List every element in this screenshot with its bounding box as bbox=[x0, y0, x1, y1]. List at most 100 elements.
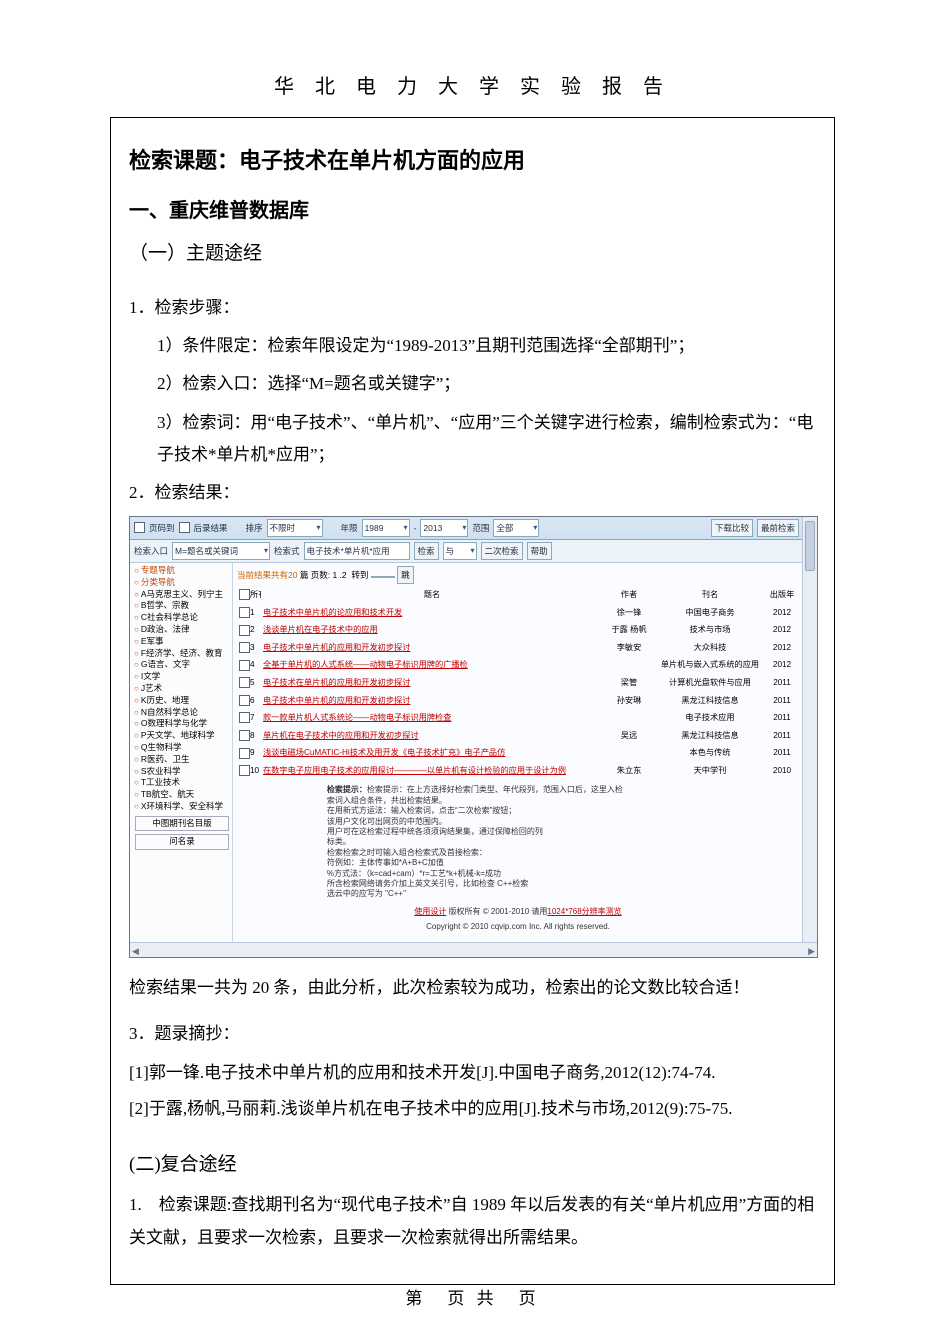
row-title[interactable]: 电子技术中单片机的应用和开发初步探讨 bbox=[261, 692, 603, 710]
entry-label: 检索入口 bbox=[134, 543, 168, 559]
scrollbar-vertical[interactable] bbox=[802, 517, 817, 942]
abstract-title: 3．题录摘抄： bbox=[129, 1018, 816, 1050]
row-title[interactable]: 单片机在电子技术中的应用和开发初步探讨 bbox=[261, 727, 603, 745]
step-1: 1）条件限定：检索年限设定为“1989-2013”且期刊范围选择“全部期刊”； bbox=[129, 330, 816, 362]
row-check[interactable]: 1 bbox=[237, 604, 261, 622]
row-check[interactable]: 5 bbox=[237, 674, 261, 692]
sidebar-box[interactable]: 中图期刊名目版 bbox=[135, 816, 229, 831]
scope-select[interactable]: 全部 bbox=[493, 519, 539, 537]
row-year: 2011 bbox=[765, 727, 799, 745]
scrollbar-horizontal[interactable] bbox=[130, 942, 817, 957]
toolbar-row-2: 检索入口 M=题名或关键词 检索式 电子技术*单片机*应用 检索 与 二次检索 … bbox=[130, 540, 803, 563]
row-year: 2011 bbox=[765, 744, 799, 762]
checkbox-icon[interactable] bbox=[134, 522, 145, 533]
secondary-search-button[interactable]: 二次检索 bbox=[481, 542, 523, 560]
logic-select[interactable]: 与 bbox=[443, 542, 477, 560]
toolbar-label: 后录结果 bbox=[194, 520, 228, 536]
sidebar-item[interactable]: X环境科学、安全科学 bbox=[134, 801, 230, 813]
row-journal: 单片机与嵌入式系统的应用 bbox=[655, 656, 765, 674]
sidebar-item[interactable]: R医药、卫生 bbox=[134, 754, 230, 766]
table-row: 1电子技术中单片机的论应用和技术开发徐一锋中国电子商务2012 bbox=[237, 604, 799, 622]
checkbox-icon[interactable] bbox=[179, 522, 190, 533]
entry-select[interactable]: M=题名或关键词 bbox=[172, 542, 270, 560]
row-title[interactable]: 全基于单片机的人式系统——动物电子标识用牌的广播检 bbox=[261, 656, 603, 674]
result-summary: 检索结果一共为 20 条，由此分析，此次检索较为成功，检索出的论文数比较合适！ bbox=[129, 972, 816, 1004]
sidebar-item[interactable]: F经济学、经济、教育 bbox=[134, 648, 230, 660]
results-area: 当前结果共有20 篇 页数: 1 .2 转到 跳 所有 题名 作者 bbox=[233, 563, 803, 942]
screenshot-footer: 使用设计 版权所有 © 2001-2010 请用1024*768分辨率测览 Co… bbox=[237, 904, 799, 934]
sidebar-item[interactable]: 专题导航 bbox=[134, 565, 230, 577]
expr-input[interactable]: 电子技术*单片机*应用 bbox=[304, 542, 410, 560]
section-heading: 一、重庆维普数据库 bbox=[129, 192, 816, 230]
row-check[interactable]: 3 bbox=[237, 639, 261, 657]
goto-input[interactable] bbox=[371, 576, 395, 578]
row-title[interactable]: 电子技术中单片机的论应用和技术开发 bbox=[261, 604, 603, 622]
col-journal: 刊名 bbox=[655, 586, 765, 604]
row-check[interactable]: 8 bbox=[237, 727, 261, 745]
row-title[interactable]: 浅谈电磁场CuMATIC-Hi技术及用开发《电子技术扩充》电子产品仿 bbox=[261, 744, 603, 762]
sidebar-item[interactable]: K历史、地理 bbox=[134, 695, 230, 707]
row-check[interactable]: 4 bbox=[237, 656, 261, 674]
sidebar-item[interactable]: E军事 bbox=[134, 636, 230, 648]
search-button[interactable]: 检索 bbox=[414, 542, 439, 560]
topic-title: 检索课题：电子技术在单片机方面的应用 bbox=[129, 140, 816, 182]
screenshot-body: 专题导航分类导航A马克思主义、列宁主B哲学、宗教C社会科学总论D政治、法律E军事… bbox=[130, 563, 803, 942]
row-author bbox=[603, 744, 655, 762]
compound-text: 1. 检索课题:查找期刊名为“现代电子技术”自 1989 年以后发表的有关“单片… bbox=[129, 1189, 816, 1254]
reset-button[interactable]: 最前检索 bbox=[757, 519, 799, 537]
results-title: 2．检索结果： bbox=[129, 477, 816, 509]
sidebar-item[interactable]: C社会科学总论 bbox=[134, 612, 230, 624]
checkbox-icon[interactable] bbox=[239, 589, 250, 600]
row-title[interactable]: 浅谈单片机在电子技术中的应用 bbox=[261, 621, 603, 639]
sidebar-item[interactable]: S农业科学 bbox=[134, 766, 230, 778]
footer-link[interactable]: 使用设计 bbox=[414, 907, 446, 916]
row-title[interactable]: 电子技术在单片机的应用和开发初步探讨 bbox=[261, 674, 603, 692]
sidebar-item[interactable]: D政治、法律 bbox=[134, 624, 230, 636]
row-journal: 本色与传统 bbox=[655, 744, 765, 762]
row-journal: 计算机光盘软件与应用 bbox=[655, 674, 765, 692]
row-author: 于露 杨帆 bbox=[603, 621, 655, 639]
reference-1: [1]郭一锋.电子技术中单片机的应用和技术开发[J].中国电子商务,2012(1… bbox=[129, 1057, 816, 1089]
table-row: 6电子技术中单片机的应用和开发初步探讨孙安琳黑龙江科技信息2011 bbox=[237, 692, 799, 710]
sidebar-box[interactable]: 问名录 bbox=[135, 834, 229, 849]
row-title[interactable]: 电子技术中单片机的应用和开发初步探讨 bbox=[261, 639, 603, 657]
row-check[interactable]: 7 bbox=[237, 709, 261, 727]
download-button[interactable]: 下载比较 bbox=[711, 519, 753, 537]
row-journal: 中国电子商务 bbox=[655, 604, 765, 622]
row-check[interactable]: 2 bbox=[237, 621, 261, 639]
row-title[interactable]: 款一款单片机人式系统论——动物电子标识用牌检查 bbox=[261, 709, 603, 727]
row-check[interactable]: 10 bbox=[237, 762, 261, 780]
sidebar-item[interactable]: P天文学、地球科学 bbox=[134, 730, 230, 742]
year-to-select[interactable]: 2013 bbox=[420, 519, 468, 537]
sidebar-item[interactable]: N自然科学总论 bbox=[134, 707, 230, 719]
scope-label: 范围 bbox=[472, 520, 489, 536]
sidebar-item[interactable]: T工业技术 bbox=[134, 777, 230, 789]
search-tips: 检索提示：检索提示：在上方选择好检索门类型、年代段列，范围入口后，这里入检 索词… bbox=[327, 785, 709, 899]
go-button[interactable]: 跳 bbox=[397, 566, 414, 584]
results-meta: 当前结果共有20 篇 页数: 1 .2 转到 跳 bbox=[237, 566, 799, 584]
reference-2: [2]于露,杨帆,马丽莉.浅谈单片机在电子技术中的应用[J].技术与市场,201… bbox=[129, 1093, 816, 1125]
sidebar-item[interactable]: B哲学、宗教 bbox=[134, 600, 230, 612]
step-3: 3）检索词：用“电子技术”、“单片机”、“应用”三个关键字进行检索，编制检索式为… bbox=[129, 407, 816, 472]
row-check[interactable]: 6 bbox=[237, 692, 261, 710]
row-year: 2012 bbox=[765, 656, 799, 674]
sidebar-item[interactable]: I文学 bbox=[134, 671, 230, 683]
year-from-select[interactable]: 1989 bbox=[362, 519, 410, 537]
sidebar-item[interactable]: 分类导航 bbox=[134, 577, 230, 589]
row-author bbox=[603, 656, 655, 674]
row-year: 2011 bbox=[765, 674, 799, 692]
row-author: 孙安琳 bbox=[603, 692, 655, 710]
table-row: 9浅谈电磁场CuMATIC-Hi技术及用开发《电子技术扩充》电子产品仿 本色与传统… bbox=[237, 744, 799, 762]
sidebar-item[interactable]: O数理科学与化学 bbox=[134, 718, 230, 730]
sidebar-item[interactable]: G语言、文字 bbox=[134, 659, 230, 671]
help-button[interactable]: 帮助 bbox=[527, 542, 552, 560]
sidebar-item[interactable]: TB航空、航天 bbox=[134, 789, 230, 801]
sidebar-item[interactable]: Q生物科学 bbox=[134, 742, 230, 754]
row-check[interactable]: 9 bbox=[237, 744, 261, 762]
sidebar-item[interactable]: A马克思主义、列宁主 bbox=[134, 589, 230, 601]
row-journal: 黑龙江科技信息 bbox=[655, 692, 765, 710]
sort-select[interactable]: 不限时 bbox=[267, 519, 323, 537]
table-row: 10在数字电子应用电子技术的应用探讨————以单片机有设计检验的应用于设计为例朱… bbox=[237, 762, 799, 780]
sidebar-item[interactable]: J艺术 bbox=[134, 683, 230, 695]
row-title[interactable]: 在数字电子应用电子技术的应用探讨————以单片机有设计检验的应用于设计为例 bbox=[261, 762, 603, 780]
